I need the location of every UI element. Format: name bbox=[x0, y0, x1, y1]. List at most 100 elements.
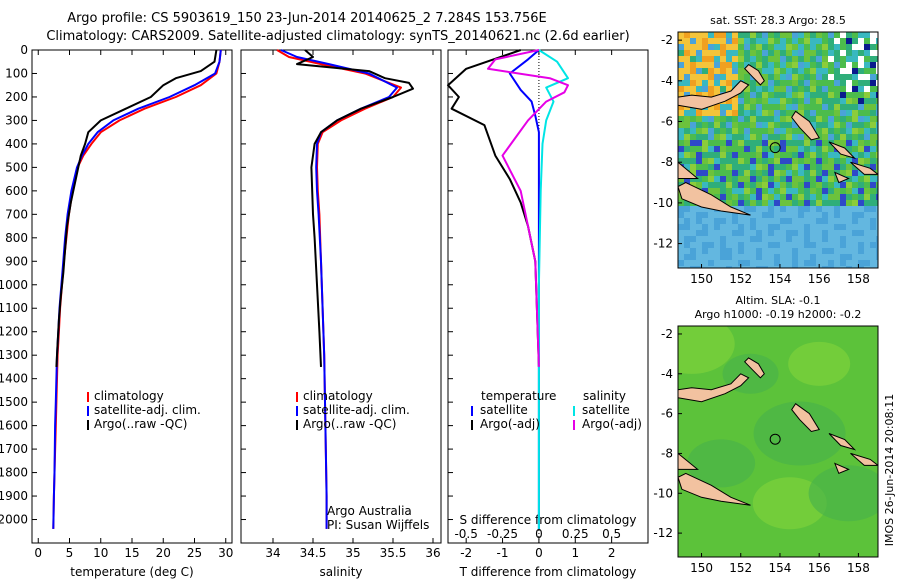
sst-cell bbox=[816, 188, 822, 194]
sst-cell bbox=[738, 128, 744, 134]
sst-cell bbox=[840, 110, 846, 116]
sst-cell bbox=[756, 170, 762, 176]
sst-cell bbox=[810, 56, 816, 62]
sst-cell bbox=[750, 32, 756, 38]
sst-cell bbox=[828, 68, 834, 74]
sst-cell bbox=[816, 140, 822, 146]
sst-cell bbox=[816, 122, 822, 128]
sst-cell bbox=[852, 176, 858, 182]
sst-cell bbox=[786, 68, 792, 74]
temperature-ytick-label: 1500 bbox=[0, 395, 28, 409]
salinity-annotation: PI: Susan Wijffels bbox=[327, 518, 429, 532]
sst-cell bbox=[876, 194, 878, 200]
sst-cell bbox=[690, 236, 696, 242]
sst-cell bbox=[708, 116, 714, 122]
sst-cell bbox=[774, 104, 780, 110]
sst-cell bbox=[744, 164, 750, 170]
sst-cell bbox=[816, 212, 822, 218]
sst-cell bbox=[846, 194, 852, 200]
sst-cell bbox=[858, 44, 864, 50]
sst-cell bbox=[816, 38, 822, 44]
sst-cell bbox=[876, 128, 878, 134]
sst-cell bbox=[810, 236, 816, 242]
sst-cell bbox=[738, 242, 744, 248]
sst-cell bbox=[846, 146, 852, 152]
sla-blob bbox=[678, 326, 735, 374]
sst-cell bbox=[714, 266, 720, 268]
sst-cell bbox=[804, 92, 810, 98]
sst-cell bbox=[828, 134, 834, 140]
sst-cell bbox=[798, 80, 804, 86]
sst-cell bbox=[792, 32, 798, 38]
sst-cell bbox=[768, 134, 774, 140]
sst-cell bbox=[684, 266, 690, 268]
sst-cell bbox=[840, 260, 846, 266]
sst-cell bbox=[726, 122, 732, 128]
sst-cell bbox=[696, 176, 702, 182]
sst-cell bbox=[792, 50, 798, 56]
temperature-xtick-label: 20 bbox=[156, 546, 171, 560]
sst-cell bbox=[708, 110, 714, 116]
sst-cell bbox=[864, 254, 870, 260]
sst-cell bbox=[816, 194, 822, 200]
sst-cell bbox=[780, 248, 786, 254]
sst-cell bbox=[798, 50, 804, 56]
sla_map-frame bbox=[677, 325, 879, 558]
sst-cell bbox=[696, 134, 702, 140]
sst-cell bbox=[804, 254, 810, 260]
sst-cell bbox=[828, 212, 834, 218]
sst-cell bbox=[738, 158, 744, 164]
sst-cell bbox=[720, 110, 726, 116]
sla_map-xtick-label: 152 bbox=[729, 561, 752, 575]
sst-cell bbox=[720, 146, 726, 152]
sst-cell bbox=[738, 224, 744, 230]
sst-cell bbox=[780, 266, 786, 268]
sst-cell bbox=[870, 134, 876, 140]
sst-cell bbox=[792, 128, 798, 134]
sst-cell bbox=[678, 68, 684, 74]
sst-cell bbox=[738, 56, 744, 62]
sst-cell bbox=[780, 38, 786, 44]
sst-cell bbox=[756, 122, 762, 128]
sst-cell bbox=[810, 38, 816, 44]
sst-cell bbox=[720, 176, 726, 182]
sst-cell bbox=[702, 146, 708, 152]
sst-cell bbox=[786, 152, 792, 158]
sst-cell bbox=[696, 140, 702, 146]
sst-cell bbox=[780, 68, 786, 74]
sst-cell bbox=[696, 260, 702, 266]
sst-cell bbox=[774, 44, 780, 50]
sst-cell bbox=[684, 164, 690, 170]
sst-cell bbox=[678, 110, 684, 116]
sst-cell bbox=[780, 236, 786, 242]
sst-cell bbox=[696, 128, 702, 134]
sst-cell bbox=[726, 98, 732, 104]
sst-cell bbox=[678, 56, 684, 62]
difference-xlabel: T difference from climatology bbox=[459, 565, 637, 579]
sst-cell bbox=[834, 44, 840, 50]
sst-cell bbox=[804, 230, 810, 236]
sst-cell bbox=[702, 116, 708, 122]
sst-cell bbox=[858, 62, 864, 68]
sst-cell bbox=[750, 218, 756, 224]
sst-cell bbox=[744, 140, 750, 146]
sst-cell bbox=[708, 152, 714, 158]
sst-cell bbox=[822, 188, 828, 194]
sst-cell bbox=[810, 86, 816, 92]
sst_map-ytick-label: -2 bbox=[661, 33, 673, 47]
sst-cell bbox=[720, 122, 726, 128]
sla_map-subtitle: Argo h1000: -0.19 h2000: -0.2 bbox=[695, 308, 862, 321]
sst-cell bbox=[768, 74, 774, 80]
sst-cell bbox=[744, 92, 750, 98]
sst-cell bbox=[810, 176, 816, 182]
sst-cell bbox=[732, 248, 738, 254]
sst-cell bbox=[678, 104, 684, 110]
sst-cell bbox=[732, 152, 738, 158]
sst-cell bbox=[786, 164, 792, 170]
sst-cell bbox=[762, 68, 768, 74]
sst-cell bbox=[840, 104, 846, 110]
sst-cell bbox=[822, 44, 828, 50]
sst-cell bbox=[870, 146, 876, 152]
sla-map-panel: 150 152 154 156 158 -2 -4 -6 -8 -10 -12 Altim. SLA:… bbox=[653, 294, 879, 575]
sst-cell bbox=[762, 44, 768, 50]
